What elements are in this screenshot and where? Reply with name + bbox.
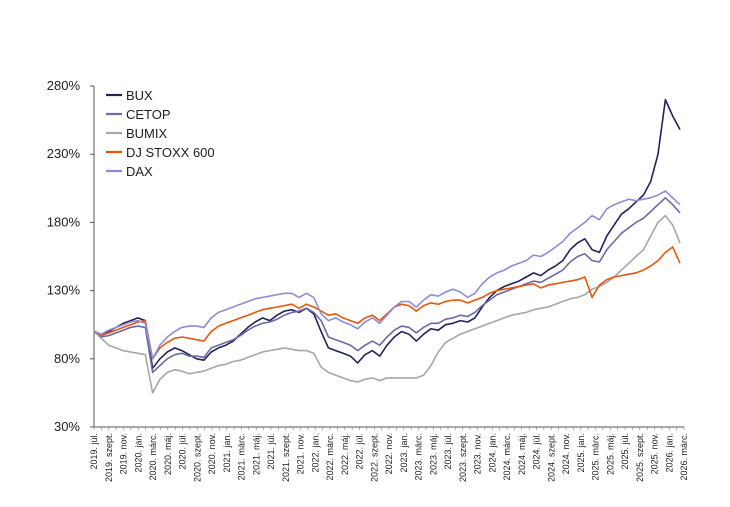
- x-tick-label: 2023. márc.: [414, 433, 424, 481]
- x-tick-label: 2020. márc.: [148, 433, 158, 481]
- x-tick-label: 2023. júl.: [443, 433, 453, 470]
- x-tick-label: 2021. márc.: [237, 433, 247, 481]
- x-tick-label: 2026. jan.: [664, 433, 674, 473]
- x-tick-label: 2021. júl.: [266, 433, 276, 470]
- legend-label: BUMIX: [126, 126, 168, 141]
- x-tick-label: 2022. júl.: [355, 433, 365, 470]
- x-tick-label: 2023. nov.: [473, 433, 483, 474]
- x-tick-label: 2020. máj.: [163, 433, 173, 475]
- legend-label: DJ STOXX 600: [126, 145, 215, 160]
- y-tick-label: 230%: [47, 146, 81, 161]
- series-line-cetop: [93, 197, 681, 374]
- x-tick-label: 2024. jan.: [487, 433, 497, 473]
- x-tick-label: 2024. júl.: [532, 433, 542, 470]
- x-tick-label: 2021. nov.: [296, 433, 306, 474]
- x-tick-label: 2020. júl.: [178, 433, 188, 470]
- x-tick-label: 2020. szept.: [192, 433, 202, 482]
- x-tick-label: 2022. nov.: [384, 433, 394, 474]
- x-tick-label: 2022. márc.: [325, 433, 335, 481]
- series-line-dj-stoxx-600: [93, 246, 681, 360]
- x-tick-label: 2025. máj.: [605, 433, 615, 475]
- x-tick-label: 2023. szept.: [458, 433, 468, 482]
- legend-label: DAX: [126, 164, 153, 179]
- y-tick-label: 130%: [47, 283, 81, 298]
- y-tick-label: 80%: [54, 351, 80, 366]
- x-tick-label: 2026. márc.: [679, 433, 689, 481]
- series-line-bumix: [93, 214, 681, 394]
- x-tick-label: 2021. máj.: [251, 433, 261, 475]
- x-tick-label: 2023. jan.: [399, 433, 409, 473]
- y-axis: 280% 230% 180% 130% 80% 30%: [47, 78, 95, 434]
- x-tick-label: 2021. szept.: [281, 433, 291, 482]
- legend: BUX CETOP BUMIX DJ STOXX 600 DAX: [106, 88, 215, 179]
- x-tick-label: 2024. nov.: [561, 433, 571, 474]
- x-tick-label: 2020. jan.: [133, 433, 143, 473]
- legend-label: CETOP: [126, 107, 171, 122]
- y-tick-label: 180%: [47, 214, 81, 229]
- x-tick-label: 2025. szept.: [635, 433, 645, 482]
- x-axis: 2019. júl. 2019. szept. 2019. nov. 2020. ja…: [89, 426, 689, 482]
- x-tick-label: 2025. júl.: [620, 433, 630, 470]
- series-lines: [93, 98, 681, 394]
- legend-label: BUX: [126, 88, 153, 103]
- x-tick-label: 2024. máj.: [517, 433, 527, 475]
- x-tick-label: 2025. nov.: [650, 433, 660, 474]
- series-line-dax: [93, 190, 681, 360]
- x-tick-label: 2022. jan.: [310, 433, 320, 473]
- x-tick-label: 2022. szept.: [369, 433, 379, 482]
- x-tick-label: 2020. nov.: [207, 433, 217, 474]
- y-tick-label: 30%: [54, 419, 80, 434]
- x-tick-label: 2025. jan.: [576, 433, 586, 473]
- x-tick-label: 2019. szept.: [104, 433, 114, 482]
- x-tick-label: 2025. márc.: [591, 433, 601, 481]
- x-tick-label: 2024. márc.: [502, 433, 512, 481]
- x-tick-label: 2019. nov.: [119, 433, 129, 474]
- y-tick-label: 280%: [47, 78, 81, 93]
- x-tick-label: 2023. máj.: [428, 433, 438, 475]
- x-tick-label: 2024. szept.: [546, 433, 556, 482]
- x-tick-label: 2022. máj.: [340, 433, 350, 475]
- x-tick-label: 2019. júl.: [89, 433, 99, 470]
- x-tick-label: 2021. jan.: [222, 433, 232, 473]
